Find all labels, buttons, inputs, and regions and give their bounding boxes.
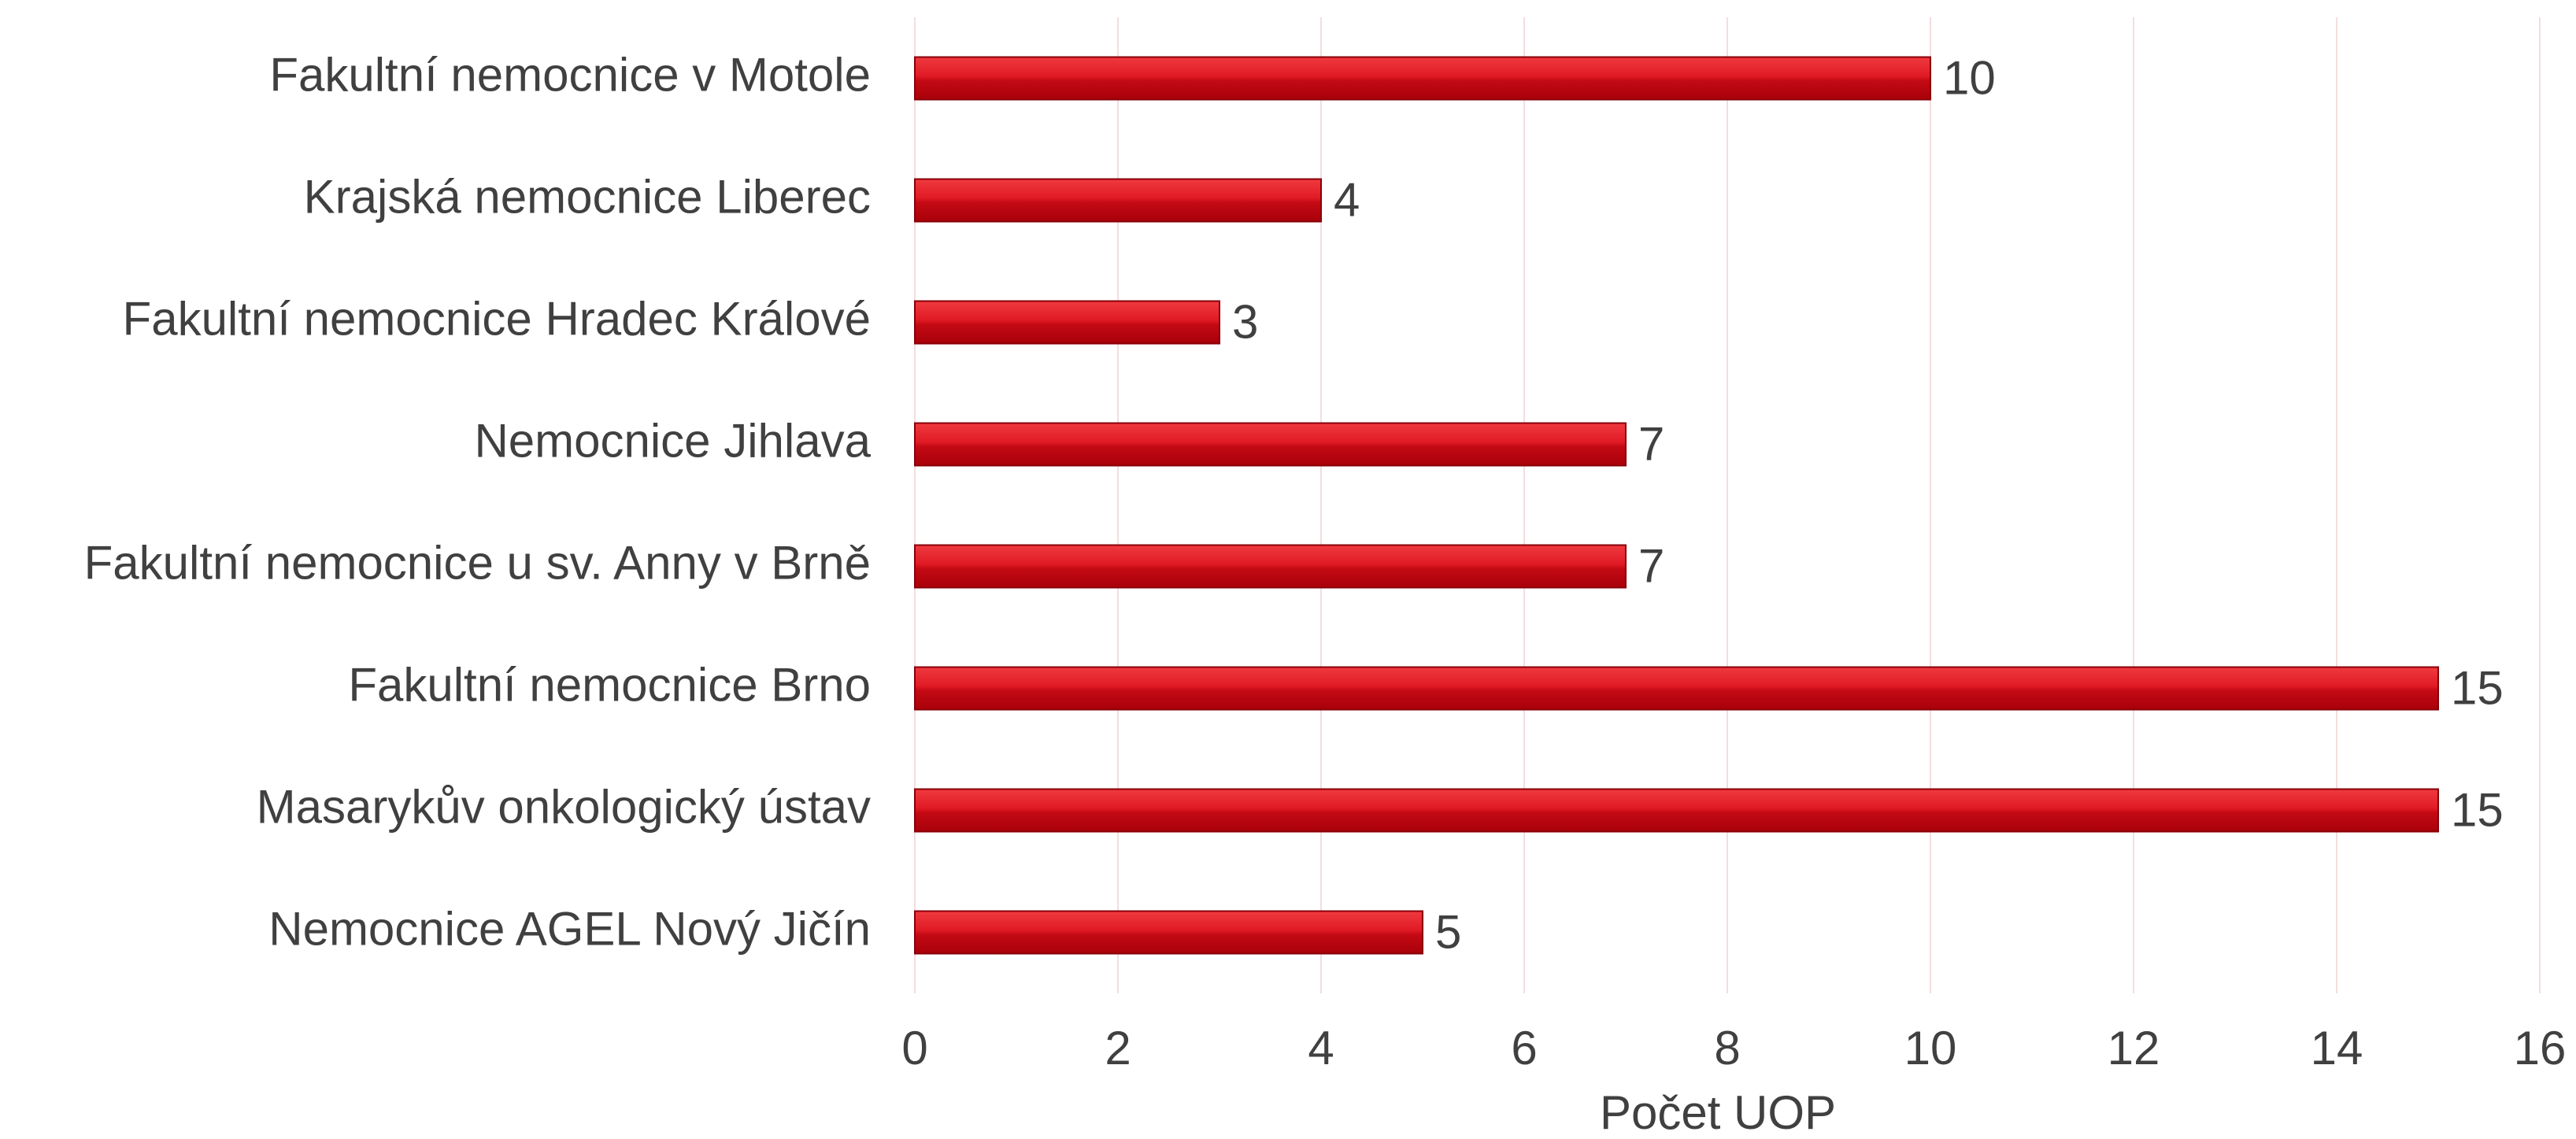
bar	[914, 178, 1322, 223]
y-tick-label: Fakultní nemocnice Hradec Králové	[123, 292, 871, 345]
x-tick-label: 16	[2514, 1022, 2567, 1074]
y-tick-label: Fakultní nemocnice u sv. Anny v Brně	[84, 536, 871, 589]
y-tick-label: Fakultní nemocnice Brno	[348, 658, 871, 711]
y-tick-label: Nemocnice Jihlava	[474, 414, 871, 467]
value-label: 3	[1232, 295, 1258, 348]
x-tick-label: 12	[2108, 1022, 2160, 1074]
value-label: 5	[1435, 905, 1461, 958]
bar	[914, 910, 1423, 955]
bar	[914, 56, 1931, 101]
x-axis-label: Počet UOP	[1600, 1086, 1836, 1139]
y-tick-label: Krajská nemocnice Liberec	[304, 170, 871, 223]
bar	[914, 788, 2439, 833]
value-label: 10	[1943, 51, 1996, 104]
value-label: 15	[2451, 661, 2504, 714]
x-tick-label: 4	[1308, 1022, 1334, 1074]
y-tick-label: Masarykův onkologický ústav	[257, 780, 871, 833]
bar	[914, 544, 1627, 589]
x-tick-label: 10	[1904, 1022, 1957, 1074]
y-tick-label: Fakultní nemocnice v Motole	[269, 48, 871, 101]
y-tick-label: Nemocnice AGEL Nový Jičín	[268, 902, 871, 955]
value-label: 7	[1638, 417, 1664, 470]
value-label: 4	[1334, 173, 1360, 226]
x-tick-label: 2	[1105, 1022, 1131, 1074]
bar	[914, 666, 2439, 711]
x-tick-label: 8	[1714, 1022, 1740, 1074]
x-tick-label: 6	[1511, 1022, 1537, 1074]
bar	[914, 300, 1220, 345]
value-label: 15	[2451, 783, 2504, 836]
x-tick-label: 14	[2311, 1022, 2363, 1074]
bar	[914, 422, 1627, 467]
x-tick-label: 0	[901, 1022, 927, 1074]
value-label: 7	[1638, 539, 1664, 592]
